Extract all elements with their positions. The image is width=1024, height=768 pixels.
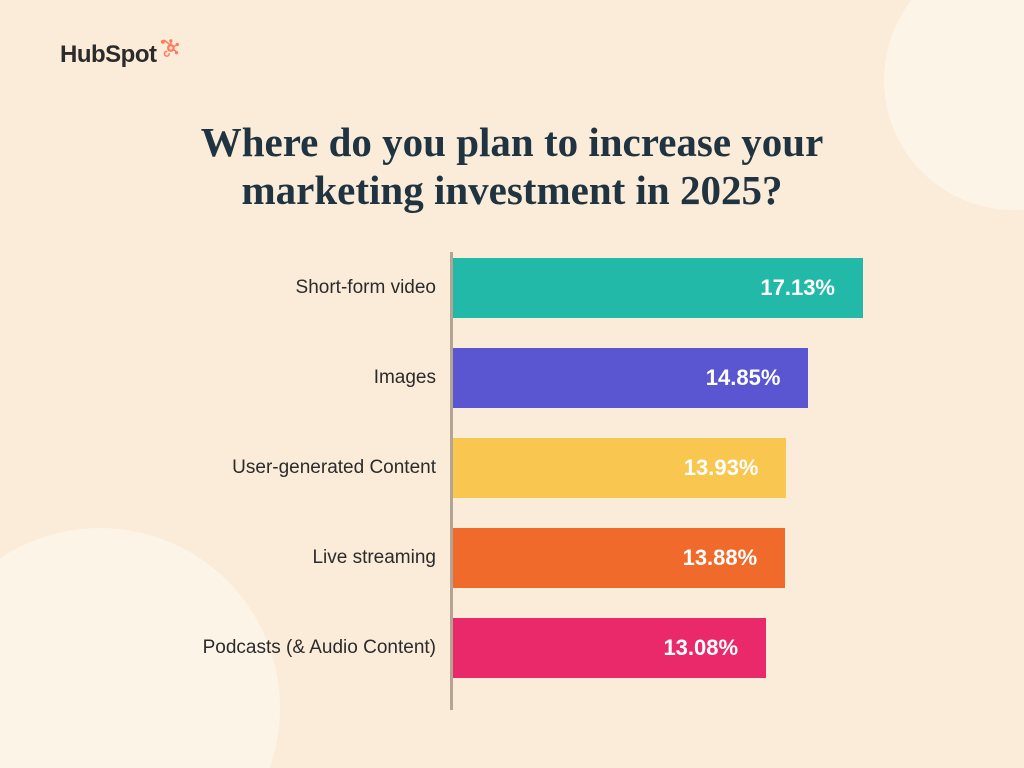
bar-chart: Short-form video 17.13% Images 14.85% Us…	[150, 258, 870, 678]
chart-row: Podcasts (& Audio Content) 13.08%	[150, 618, 870, 678]
bar: 13.93%	[453, 438, 786, 498]
bar-value: 13.08%	[663, 635, 738, 661]
sprocket-icon	[158, 37, 180, 66]
brand-text: HubSpot	[60, 41, 156, 69]
bar-area: 14.85%	[450, 348, 870, 408]
bar-area: 13.08%	[450, 618, 870, 678]
bar-label: Podcasts (& Audio Content)	[150, 637, 450, 659]
bar-value: 14.85%	[706, 365, 781, 391]
chart-row: Live streaming 13.88%	[150, 528, 870, 588]
bar: 13.08%	[453, 618, 766, 678]
bar: 17.13%	[453, 258, 863, 318]
bar-label: User-generated Content	[150, 457, 450, 479]
bar-value: 13.93%	[684, 455, 759, 481]
bar-area: 17.13%	[450, 258, 870, 318]
bar-value: 17.13%	[760, 275, 835, 301]
bar-label: Live streaming	[150, 547, 450, 569]
bar: 14.85%	[453, 348, 808, 408]
chart-row: Short-form video 17.13%	[150, 258, 870, 318]
brand-logo: HubSpot	[60, 40, 180, 69]
bar-label: Short-form video	[150, 277, 450, 299]
bar-area: 13.93%	[450, 438, 870, 498]
bar-label: Images	[150, 367, 450, 389]
chart-row: User-generated Content 13.93%	[150, 438, 870, 498]
chart-row: Images 14.85%	[150, 348, 870, 408]
bar-value: 13.88%	[683, 545, 758, 571]
bar-area: 13.88%	[450, 528, 870, 588]
chart-title: Where do you plan to increase your marke…	[0, 118, 1024, 215]
bar: 13.88%	[453, 528, 785, 588]
